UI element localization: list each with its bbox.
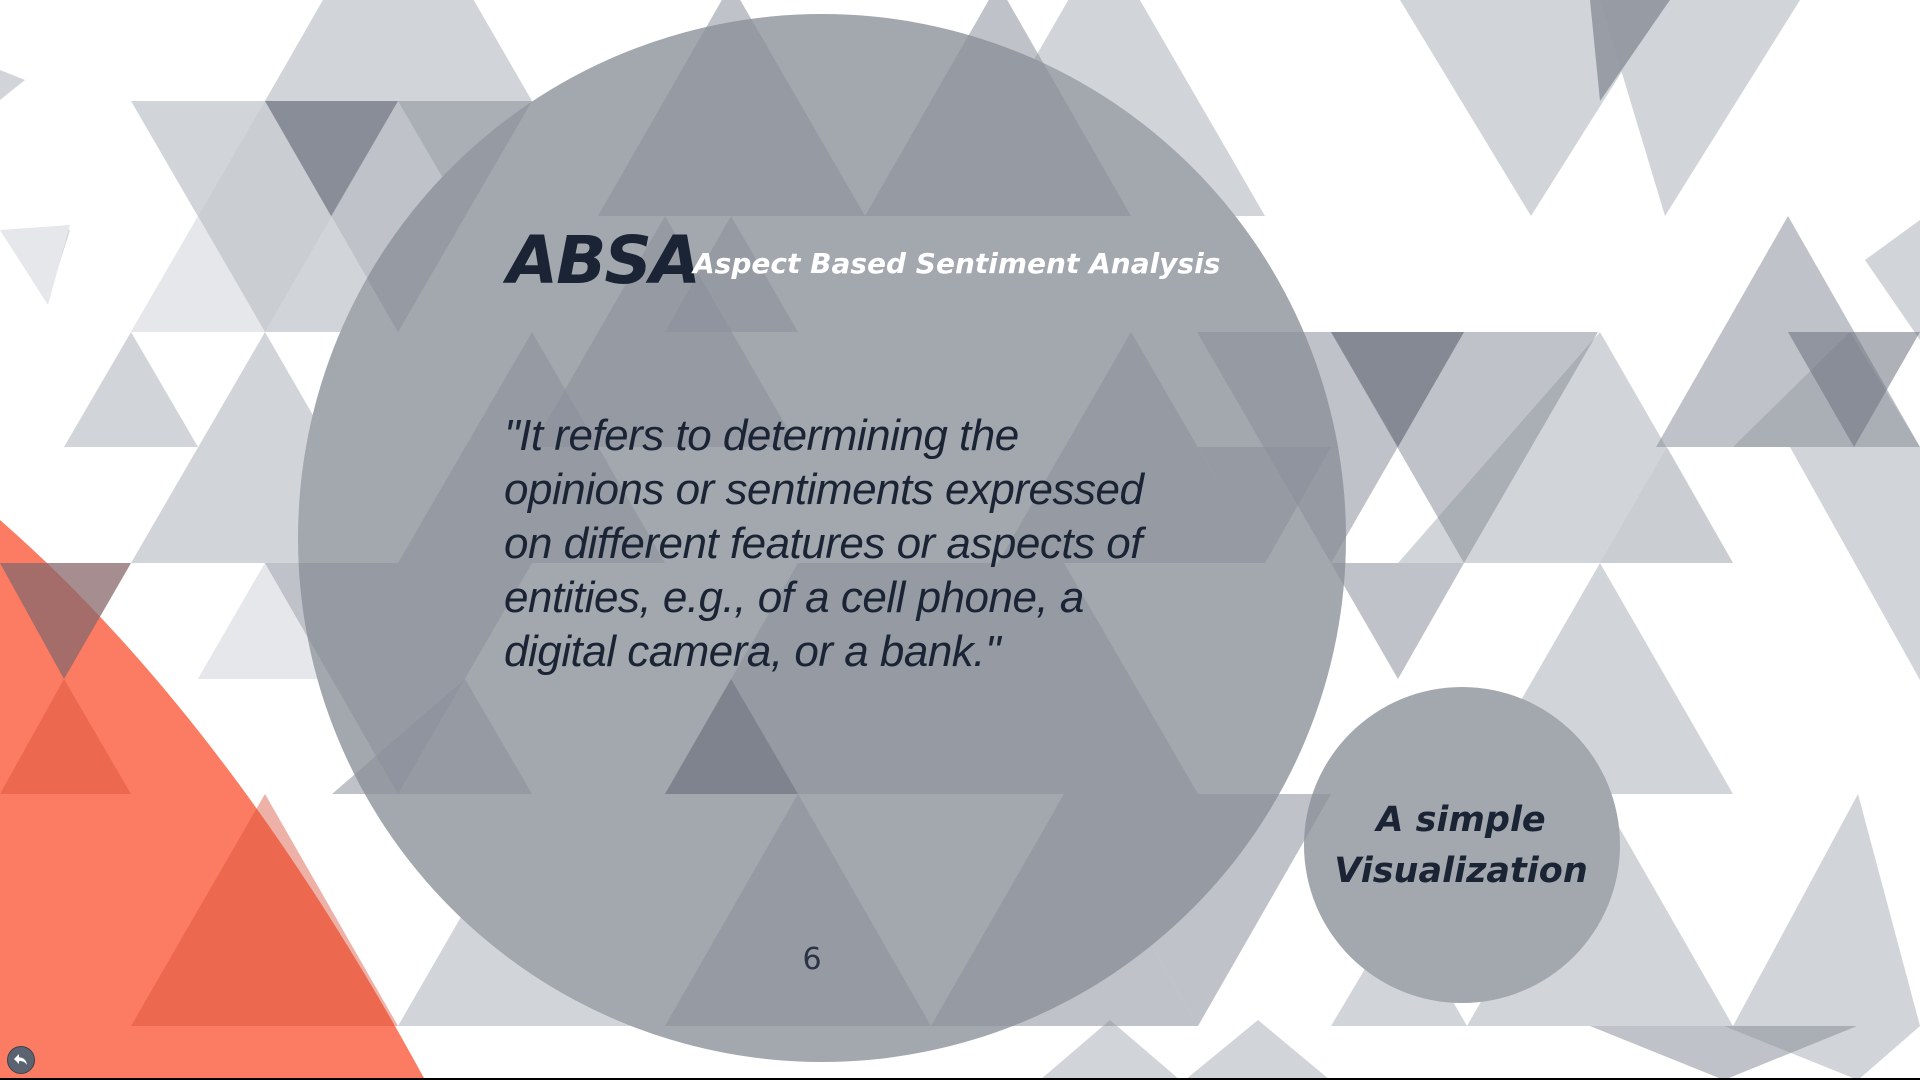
bottom-border: [0, 1078, 1920, 1080]
back-arrow-icon: [14, 1054, 27, 1065]
definition-quote: "It refers to determining the opinions o…: [504, 411, 1144, 676]
slide-subtitle: Aspect Based Sentiment Analysis: [693, 247, 1221, 280]
dark-triangles: [0, 0, 1920, 794]
visualization-link-label[interactable]: A simple Visualization: [1334, 800, 1588, 891]
slide-title: ABSA: [507, 222, 701, 299]
back-button[interactable]: [7, 1046, 35, 1074]
coral-accent-shape: [0, 520, 425, 1080]
pale-triangles: [0, 216, 332, 679]
page-number: 6: [802, 942, 822, 977]
label-circle: [1304, 687, 1620, 1003]
